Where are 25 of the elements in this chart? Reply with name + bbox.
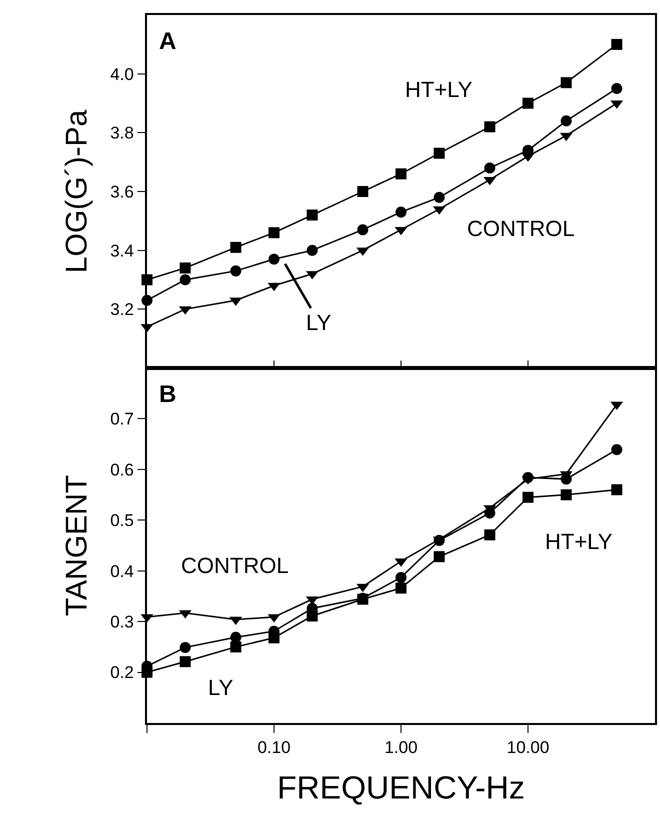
- annotation: A: [159, 28, 176, 55]
- y-tick-label: 0.4: [110, 562, 134, 581]
- y-axis-title: TANGENT: [60, 474, 94, 616]
- annotation: HT+LY: [545, 529, 613, 554]
- annotation: LY: [208, 675, 234, 700]
- x-axis-title: FREQUENCY-Hz: [277, 770, 525, 806]
- y-tick-label: 0.2: [110, 663, 134, 682]
- y-tick-label: 3.6: [110, 182, 134, 202]
- annotation: HT+LY: [405, 77, 473, 102]
- y-tick-label: 4.0: [110, 64, 134, 84]
- x-tick-label: 10.00: [506, 738, 550, 758]
- y-axis-title: LOG(G´)-Pa: [60, 110, 94, 274]
- annotation: LY: [306, 310, 332, 335]
- annotation: CONTROL: [181, 553, 289, 578]
- annotation: CONTROL: [467, 216, 575, 241]
- y-tick-label: 3.4: [110, 241, 134, 260]
- x-tick-label: 0.10: [257, 738, 291, 758]
- y-tick-label: 0.6: [110, 460, 134, 480]
- y-tick-label: 0.5: [110, 511, 134, 530]
- y-tick-label: 0.7: [110, 410, 134, 429]
- x-tick-label: 1.00: [384, 738, 418, 758]
- y-tick-label: 3.2: [110, 300, 134, 320]
- y-tick-label: 3.8: [110, 124, 134, 143]
- annotation: B: [159, 381, 176, 408]
- y-tick-label: 0.3: [110, 612, 134, 632]
